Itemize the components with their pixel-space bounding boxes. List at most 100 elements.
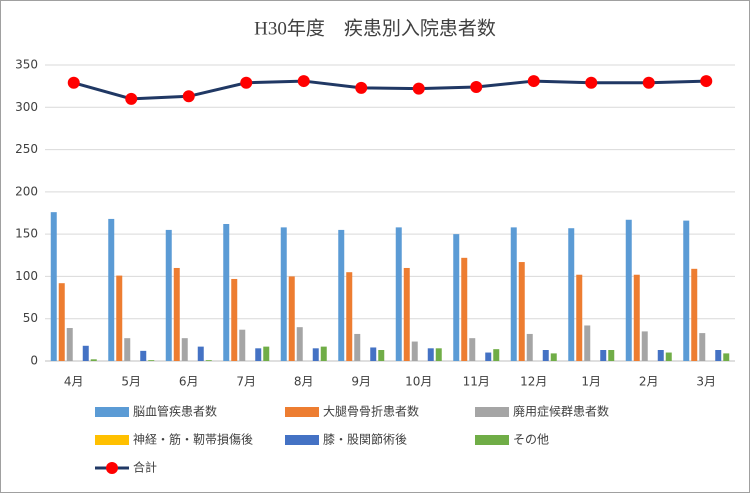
x-tick-label: 8月: [294, 375, 314, 389]
bar: [90, 359, 97, 361]
bar: [461, 257, 468, 361]
legend-marker: [106, 462, 118, 474]
bar: [223, 223, 230, 361]
bar: [82, 345, 89, 361]
legend-swatch: [475, 407, 509, 417]
y-tick-label: 300: [15, 100, 38, 114]
bar: [140, 350, 147, 361]
bar: [346, 272, 353, 361]
legend-swatch: [285, 407, 319, 417]
bar: [181, 338, 188, 361]
line-marker: [240, 76, 253, 89]
line-marker: [642, 76, 655, 89]
bar: [66, 328, 73, 361]
bar: [576, 274, 583, 361]
bar: [485, 352, 492, 361]
bar: [600, 350, 607, 361]
line-marker: [67, 76, 80, 89]
bar: [608, 350, 615, 361]
x-tick-label: 7月: [236, 375, 256, 389]
chart-title: H30年度 疾患別入院患者数: [254, 17, 496, 39]
bar: [584, 325, 591, 361]
legend-swatch: [95, 407, 129, 417]
bar: [633, 274, 640, 361]
x-tick-label: 1月: [581, 375, 601, 389]
bar: [453, 234, 460, 361]
bar: [263, 346, 270, 361]
y-tick-label: 50: [23, 311, 38, 325]
legend-label: 大腿骨骨折患者数: [323, 404, 419, 419]
line-marker: [585, 76, 598, 89]
bar: [205, 360, 212, 361]
bar: [683, 220, 690, 361]
line: [73, 79, 707, 101]
bar: [550, 353, 557, 361]
bar: [542, 350, 549, 361]
bar: [378, 350, 385, 361]
bar: [338, 229, 345, 361]
bar: [526, 333, 533, 361]
x-tick-label: 10月: [405, 375, 432, 389]
legend-label: 廃用症候群患者数: [513, 404, 609, 419]
x-tick-label: 3月: [696, 375, 716, 389]
x-tick-label: 12月: [520, 375, 547, 389]
line-marker: [182, 90, 195, 103]
line-marker: [700, 75, 713, 88]
bar: [320, 346, 327, 361]
bar: [231, 278, 238, 361]
bar: [723, 353, 730, 361]
bar: [395, 227, 402, 361]
bar: [403, 267, 410, 361]
line-marker: [470, 80, 483, 93]
bar: [691, 268, 698, 361]
bar: [518, 262, 525, 361]
line-marker: [355, 81, 368, 94]
bar: [197, 346, 204, 361]
x-tick-label: 6月: [179, 375, 199, 389]
bar: [435, 348, 442, 361]
x-tick-label: 2月: [639, 375, 659, 389]
bar: [280, 227, 287, 361]
bar: [296, 327, 303, 361]
legend-label: 膝・股関節術後: [323, 432, 407, 447]
y-tick-label: 0: [30, 354, 38, 368]
line-marker: [125, 92, 138, 105]
line-marker: [527, 75, 540, 88]
bar: [411, 341, 418, 361]
bar: [354, 333, 361, 361]
y-tick-label: 250: [15, 142, 38, 156]
y-tick-label: 100: [15, 269, 38, 283]
bar: [699, 333, 706, 361]
bar: [58, 283, 65, 361]
bar: [124, 338, 131, 361]
bar: [657, 350, 664, 361]
bar: [493, 349, 500, 361]
bar: [255, 348, 262, 361]
x-tick-label: 11月: [463, 375, 490, 389]
bar: [165, 229, 172, 361]
x-tick-label: 4月: [64, 375, 84, 389]
bar: [665, 352, 672, 361]
bar: [641, 331, 648, 361]
bar: [510, 227, 517, 361]
y-tick-label: 350: [15, 58, 38, 72]
bar: [427, 348, 434, 361]
line-marker: [297, 75, 310, 88]
legend-label: その他: [513, 433, 549, 447]
legend-swatch: [95, 435, 129, 445]
bar: [715, 350, 722, 361]
bar: [173, 267, 180, 361]
bar: [148, 360, 155, 361]
bar: [239, 329, 246, 361]
bar: [50, 212, 57, 361]
y-tick-label: 150: [15, 227, 38, 241]
bar: [312, 348, 319, 361]
legend-swatch: [285, 435, 319, 445]
legend-label: 脳血管疾患者数: [133, 404, 217, 419]
x-tick-label: 9月: [351, 375, 371, 389]
bar: [568, 228, 575, 361]
line-marker: [412, 82, 425, 95]
bar: [116, 275, 123, 361]
legend-label: 神経・筋・靭帯損傷後: [133, 432, 253, 447]
